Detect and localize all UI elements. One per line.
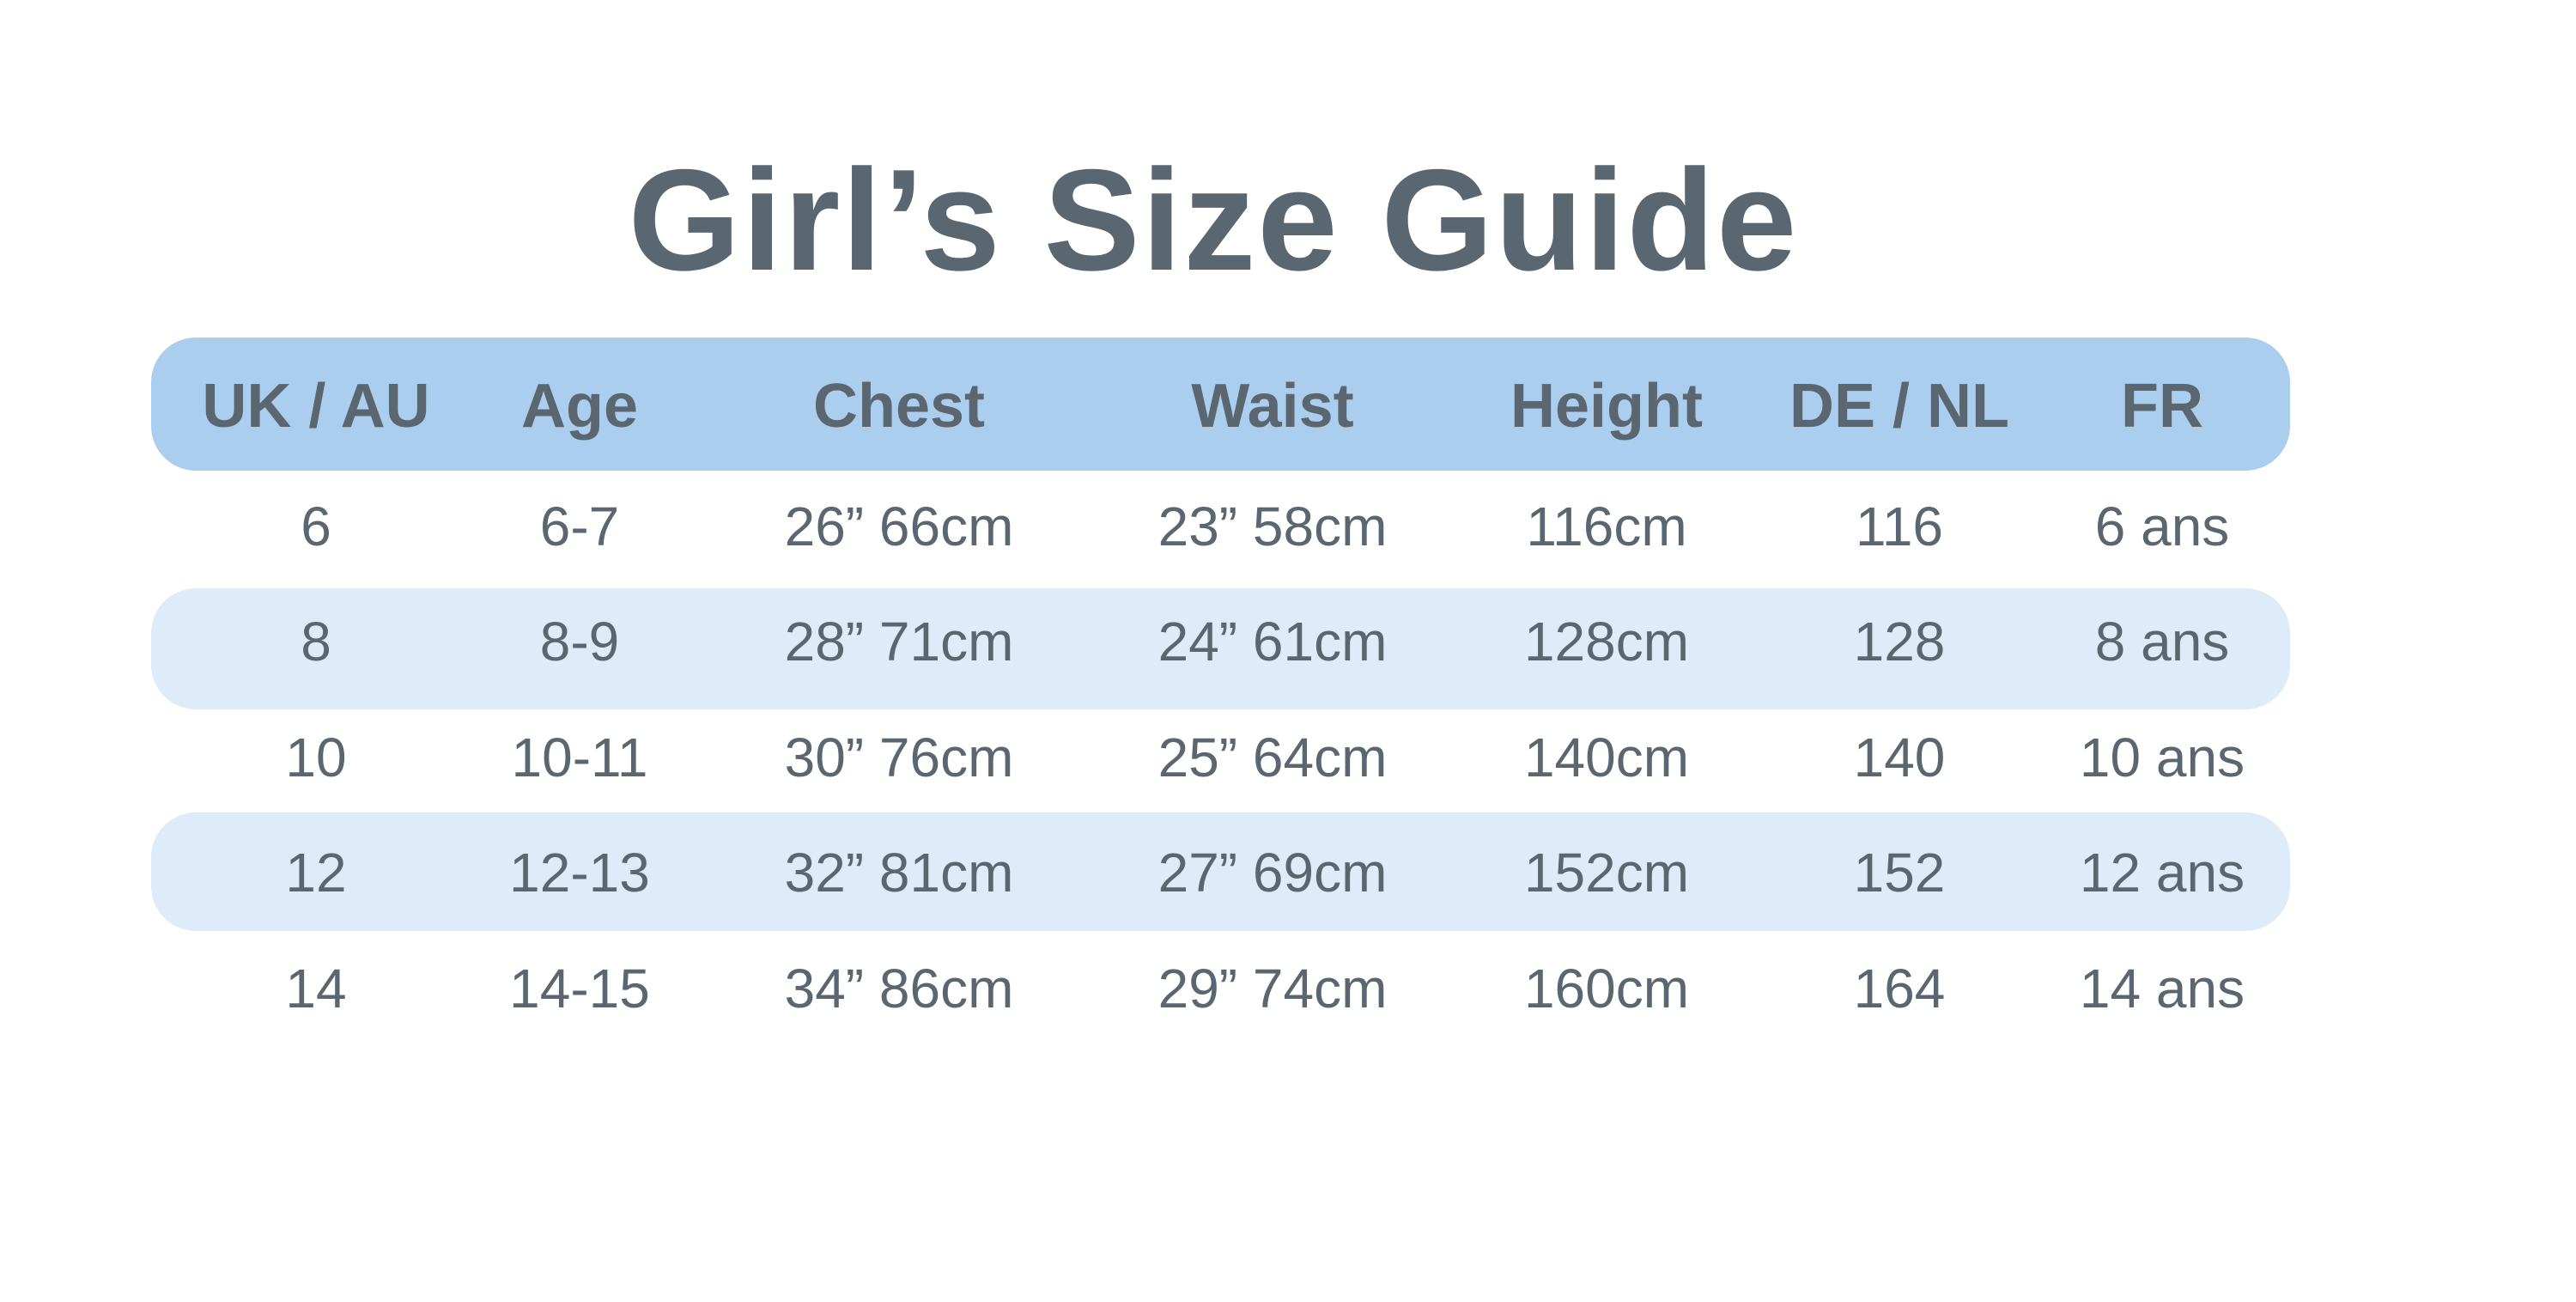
- cell-height: 128cm: [1523, 611, 1690, 672]
- cell-chest: 28” 71cm: [784, 611, 1014, 672]
- row-stripe: [151, 588, 2290, 709]
- cell-de-nl: 140: [1853, 727, 1946, 788]
- cell-fr: 12 ans: [2079, 842, 2245, 903]
- cell-waist: 25” 64cm: [1157, 727, 1388, 788]
- cell-age: 12-13: [509, 842, 650, 903]
- header-uk-au: UK / AU: [202, 372, 430, 441]
- cell-uk-au: 8: [301, 611, 331, 672]
- cell-waist: 24” 61cm: [1157, 611, 1388, 672]
- cell-de-nl: 152: [1853, 842, 1946, 903]
- header-de-nl: DE / NL: [1789, 372, 2010, 441]
- header-band: [151, 338, 2290, 471]
- cell-height: 160cm: [1523, 958, 1690, 1019]
- cell-fr: 6 ans: [2094, 496, 2230, 557]
- cell-uk-au: 6: [301, 496, 331, 557]
- cell-de-nl: 116: [1855, 496, 1944, 557]
- cell-uk-au: 10: [285, 727, 347, 788]
- cell-uk-au: 12: [285, 842, 347, 903]
- cell-height: 116cm: [1526, 496, 1687, 557]
- cell-chest: 34” 86cm: [784, 958, 1014, 1019]
- cell-height: 140cm: [1523, 727, 1690, 788]
- cell-waist: 29” 74cm: [1157, 958, 1388, 1019]
- cell-waist: 23” 58cm: [1157, 496, 1388, 557]
- header-height: Height: [1510, 372, 1703, 441]
- cell-age: 8-9: [539, 611, 620, 672]
- cell-de-nl: 128: [1853, 611, 1946, 672]
- header-waist: Waist: [1191, 372, 1354, 441]
- cell-de-nl: 164: [1853, 958, 1946, 1019]
- cell-chest: 30” 76cm: [784, 727, 1014, 788]
- row-stripe: [151, 812, 2290, 931]
- header-age: Age: [520, 372, 639, 441]
- cell-age: 14-15: [509, 958, 650, 1019]
- cell-uk-au: 14: [285, 958, 347, 1019]
- header-chest: Chest: [812, 372, 986, 441]
- cell-fr: 10 ans: [2079, 727, 2245, 788]
- cell-height: 152cm: [1523, 842, 1690, 903]
- cell-age: 6-7: [539, 496, 620, 557]
- cell-age: 10-11: [511, 727, 648, 788]
- cell-chest: 26” 66cm: [784, 496, 1014, 557]
- cell-chest: 32” 81cm: [784, 842, 1014, 903]
- page-title: Girl’s Size Guide: [628, 139, 1799, 301]
- cell-fr: 8 ans: [2094, 611, 2230, 672]
- header-fr: FR: [2121, 372, 2203, 441]
- cell-fr: 14 ans: [2079, 958, 2245, 1019]
- cell-waist: 27” 69cm: [1157, 842, 1388, 903]
